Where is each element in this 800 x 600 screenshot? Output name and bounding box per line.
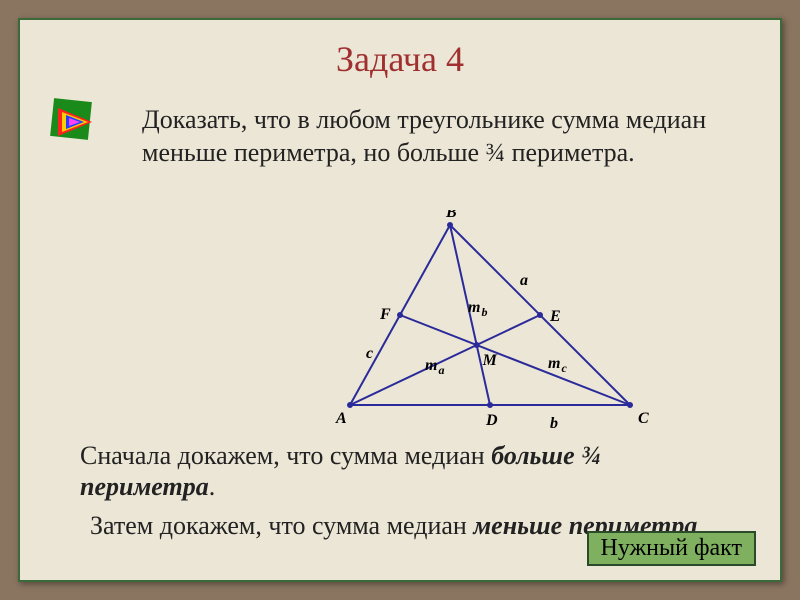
svg-text:ma: ma — [425, 357, 444, 377]
svg-text:E: E — [549, 308, 561, 325]
triangle-diagram: ABCDEFMabcmambmc — [280, 210, 680, 440]
svg-text:c: c — [366, 345, 373, 362]
svg-text:a: a — [520, 272, 528, 289]
stmt1-suffix: . — [209, 472, 216, 501]
stmt1-prefix: Сначала докажем, что сумма медиан — [80, 441, 491, 470]
statement-1: Сначала докажем, что сумма медиан больше… — [80, 440, 740, 502]
svg-text:B: B — [445, 210, 457, 221]
fact-button[interactable]: Нужный факт — [587, 531, 756, 566]
bullet-icon — [50, 98, 98, 146]
stmt2-prefix: Затем докажем, что сумма медиан — [90, 511, 473, 540]
slide-frame: Задача 4 Доказать, что в любом треугольн… — [18, 18, 782, 582]
svg-text:D: D — [485, 412, 498, 429]
svg-text:M: M — [482, 352, 498, 369]
slide-title: Задача 4 — [20, 20, 780, 80]
svg-text:A: A — [335, 410, 347, 427]
svg-text:b: b — [550, 415, 558, 432]
svg-text:C: C — [638, 410, 649, 427]
problem-text: Доказать, что в любом треугольнике сумма… — [142, 104, 722, 169]
svg-text:mc: mc — [548, 355, 567, 375]
svg-text:F: F — [379, 306, 391, 323]
